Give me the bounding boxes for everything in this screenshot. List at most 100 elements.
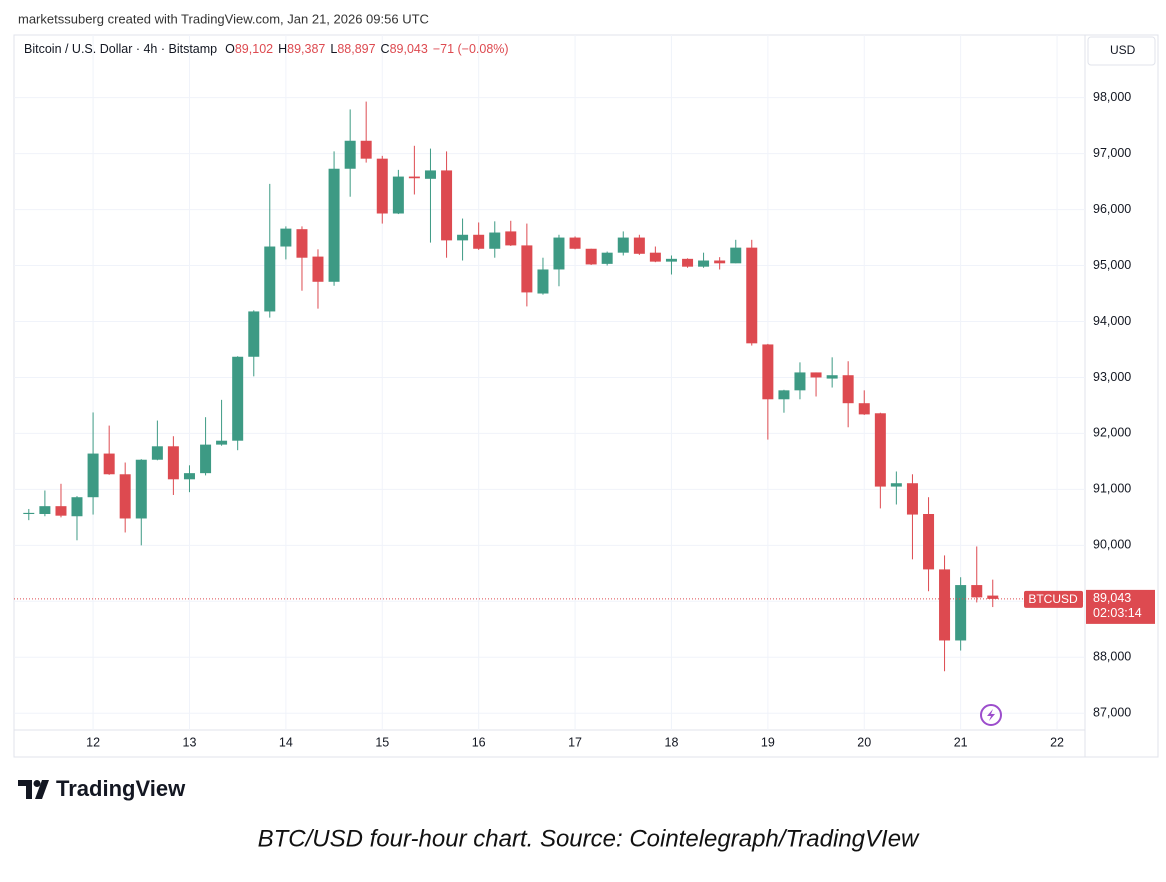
ohlc-value: 89,043	[390, 42, 428, 56]
y-tick-label: 96,000	[1093, 202, 1131, 216]
candle-body	[376, 158, 388, 214]
candle-body	[103, 453, 115, 475]
candle-body	[890, 483, 902, 487]
price-tag-countdown: 02:03:14	[1093, 606, 1142, 620]
candle	[730, 239, 742, 264]
logo-shape	[18, 780, 32, 799]
candle	[585, 248, 597, 265]
candle-body	[344, 140, 356, 169]
x-tick-label: 16	[472, 735, 486, 749]
candle-body	[858, 403, 870, 415]
candle-body	[714, 260, 726, 264]
candle-body	[874, 413, 886, 487]
y-tick-label: 95,000	[1093, 258, 1131, 272]
candle-body	[264, 246, 276, 312]
candle	[344, 109, 356, 197]
candle-body	[826, 375, 838, 379]
candle-body	[698, 260, 710, 267]
candle	[601, 251, 613, 266]
candle	[505, 220, 517, 246]
logo-shape	[33, 780, 41, 787]
candle	[232, 356, 244, 451]
candle-body	[119, 474, 131, 519]
candle-body	[810, 372, 822, 378]
candle-body	[569, 237, 581, 249]
x-tick-label: 17	[568, 735, 582, 749]
candle-body	[842, 375, 854, 404]
legend: Bitcoin / U.S. Dollar · 4h · Bitstamp O89…	[24, 42, 509, 56]
candle	[135, 459, 147, 546]
candle	[762, 343, 774, 440]
candle	[537, 257, 549, 295]
candle	[874, 412, 886, 509]
candle-body	[135, 459, 147, 519]
logo-text: TradingView	[56, 776, 186, 801]
candle-body	[649, 252, 661, 262]
currency[interactable]: USD	[1110, 43, 1136, 57]
candle	[360, 101, 372, 163]
alert-icon[interactable]	[980, 704, 1002, 726]
candle	[569, 236, 581, 250]
candle-body	[746, 247, 758, 344]
candle	[441, 151, 453, 258]
candle	[87, 412, 99, 515]
candle-body	[730, 247, 742, 264]
candle	[939, 555, 951, 672]
symbol-title: Bitcoin / U.S. Dollar · 4h · Bitstamp	[24, 42, 217, 56]
y-tick-label: 98,000	[1093, 90, 1131, 104]
candle	[312, 249, 324, 309]
price-tag-value: 89,043	[1093, 591, 1131, 605]
candle	[890, 471, 902, 505]
alert-icon-ring	[980, 704, 1002, 726]
y-tick-label: 97,000	[1093, 146, 1131, 160]
symbol-tag	[1024, 590, 1083, 608]
candle-body	[617, 237, 629, 253]
candle-body	[23, 512, 35, 515]
candle	[682, 258, 694, 268]
candle-body	[296, 229, 308, 258]
candle	[408, 145, 420, 195]
price-tag	[1086, 589, 1155, 624]
candle-body	[248, 311, 260, 357]
candle-body	[939, 569, 951, 641]
candle	[906, 474, 918, 560]
candle-body	[216, 440, 228, 445]
x-tick-label: 22	[1050, 735, 1064, 749]
currency-box[interactable]	[1087, 36, 1156, 66]
candle-body	[955, 585, 967, 641]
logo-shape	[35, 780, 49, 799]
x-tick-label: 19	[761, 735, 775, 749]
candle	[987, 579, 999, 608]
candle-body	[232, 356, 244, 441]
candle-body	[923, 514, 935, 570]
candle	[457, 218, 469, 261]
y-tick-label: 91,000	[1093, 482, 1131, 496]
y-tick-label: 87,000	[1093, 706, 1131, 720]
candle	[264, 183, 276, 318]
candle	[842, 361, 854, 428]
candle	[489, 221, 501, 258]
candle	[55, 483, 67, 518]
candle-body	[601, 252, 613, 264]
candle-body	[553, 237, 565, 270]
ohlc-key: C	[381, 42, 390, 56]
ohlc-value: 89,102	[235, 42, 273, 56]
candle-body	[312, 256, 324, 282]
attribution: marketssuberg created with TradingView.c…	[18, 11, 429, 26]
candle-body	[457, 234, 469, 241]
candle	[810, 372, 822, 397]
candle	[665, 255, 677, 275]
candle-body	[408, 176, 420, 179]
candle	[392, 169, 404, 215]
candle-body	[392, 176, 404, 214]
candle-body	[200, 444, 212, 474]
candle	[248, 310, 260, 377]
logo-mark	[18, 780, 49, 799]
candle	[328, 151, 340, 286]
candle-body	[424, 170, 436, 179]
change: −71 (−0.08%)	[433, 42, 509, 56]
candle	[151, 420, 163, 461]
ohlc-key: L	[330, 42, 337, 56]
candle	[955, 577, 967, 651]
candle-body	[971, 585, 983, 598]
